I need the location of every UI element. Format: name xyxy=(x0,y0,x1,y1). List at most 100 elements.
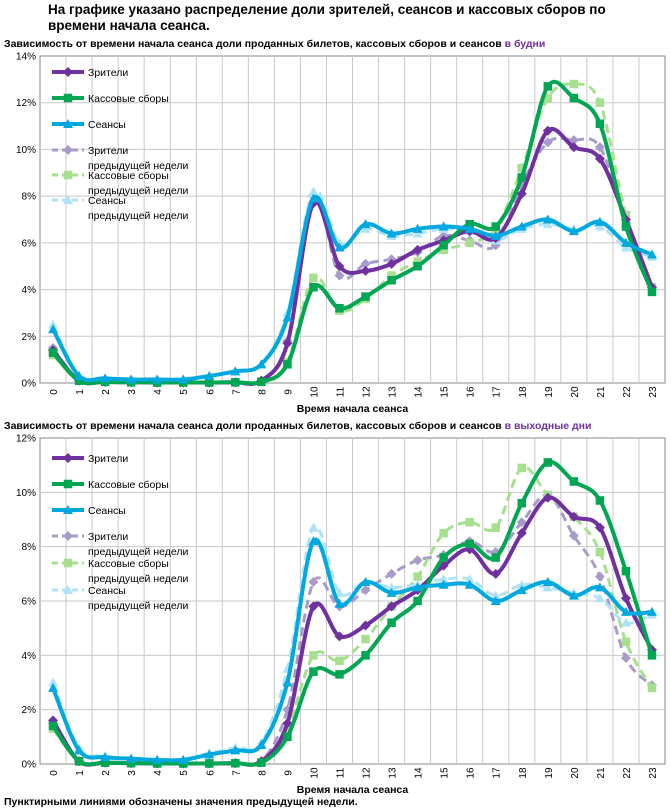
data-point xyxy=(595,547,605,557)
data-point xyxy=(334,631,345,642)
legend-item: Сеансы предыдущей недели xyxy=(52,195,188,222)
data-point xyxy=(126,374,137,384)
data-point xyxy=(647,683,657,693)
x-tick-label: 7 xyxy=(231,389,242,395)
legend-label: предыдущей недели xyxy=(88,600,188,612)
page-title: На графике указано распределение доли зр… xyxy=(48,2,606,33)
x-tick-label: 23 xyxy=(648,386,659,398)
data-point xyxy=(386,568,397,579)
data-point xyxy=(48,324,59,334)
data-point xyxy=(309,667,318,676)
legend-label: Зрители xyxy=(88,531,128,543)
legend-label: предыдущей недели xyxy=(88,573,188,585)
data-point xyxy=(543,458,553,467)
legend-label: Сеансы xyxy=(88,195,126,207)
data-point xyxy=(542,492,553,503)
data-point xyxy=(334,587,345,597)
x-tick-label: 8 xyxy=(257,770,268,776)
data-point xyxy=(620,242,631,252)
chart-title-weekdays: Зависимость от времени начала сеанса дол… xyxy=(4,38,545,50)
x-tick-label: 20 xyxy=(570,767,581,779)
data-point xyxy=(491,553,500,562)
data-point xyxy=(178,374,189,384)
x-tick-label: 16 xyxy=(466,386,477,398)
legend-swatch-marker xyxy=(63,453,73,463)
data-point xyxy=(412,555,423,566)
data-point xyxy=(230,366,241,376)
data-point xyxy=(516,188,527,199)
data-point xyxy=(594,522,605,533)
data-point xyxy=(126,753,137,763)
data-point xyxy=(569,477,579,486)
data-point xyxy=(438,221,449,231)
data-point xyxy=(360,265,371,276)
legend: Зрители Кассовые сборы Сеансы Зрители предыд… xyxy=(52,453,188,612)
data-point xyxy=(620,606,631,616)
x-tick-label: 5 xyxy=(179,770,190,776)
x-tick-label: 6 xyxy=(205,389,216,395)
data-point xyxy=(621,637,631,646)
x-tick-label: 15 xyxy=(440,386,451,398)
legend-label: Кассовые сборы xyxy=(88,479,169,491)
data-point xyxy=(542,576,553,586)
data-point xyxy=(231,378,240,387)
data-point xyxy=(412,223,423,233)
x-tick-label: 19 xyxy=(544,767,555,779)
data-point xyxy=(205,378,214,387)
data-point xyxy=(594,153,605,164)
data-point xyxy=(594,142,605,153)
legend-item: Сеансы xyxy=(52,505,126,517)
legend-label: предыдущей недели xyxy=(88,546,188,558)
data-point xyxy=(282,677,293,687)
legend-item: Кассовые сборы xyxy=(52,479,169,491)
x-tick-label: 1 xyxy=(75,770,86,776)
data-point xyxy=(360,258,371,269)
data-point xyxy=(386,582,397,592)
data-point xyxy=(334,598,345,608)
legend-swatch-marker xyxy=(63,558,73,568)
data-point xyxy=(100,373,111,383)
data-point xyxy=(438,574,449,584)
y-tick-label: 8% xyxy=(22,192,37,203)
legend-item: Сеансы xyxy=(52,119,126,131)
data-point xyxy=(465,539,474,549)
data-point xyxy=(439,240,448,250)
x-axis-label: Время начала сеанса xyxy=(297,784,409,796)
legend-swatch-marker xyxy=(63,505,73,514)
legend-label: Сеансы xyxy=(88,585,126,597)
data-point xyxy=(178,754,189,764)
y-tick-label: 10% xyxy=(16,145,36,156)
legend-swatch-marker xyxy=(63,67,73,77)
legend-label: Зрители xyxy=(88,453,128,465)
legend-swatch-marker xyxy=(63,145,73,155)
data-point xyxy=(569,93,579,103)
data-point xyxy=(308,601,319,612)
data-point xyxy=(413,261,422,271)
legend-label: предыдущей недели xyxy=(88,160,188,172)
y-tick-label: 14% xyxy=(16,52,36,63)
chart-title-weekend: Зависимость от времени начала сеанса дол… xyxy=(4,420,591,432)
data-point xyxy=(516,221,527,231)
legend-label: Зрители xyxy=(88,145,128,157)
data-point xyxy=(542,582,553,592)
x-tick-label: 7 xyxy=(231,770,242,776)
data-point xyxy=(568,590,579,600)
x-tick-label: 13 xyxy=(388,386,399,398)
legend-item: Зрители предыдущей недели xyxy=(52,145,188,172)
data-point xyxy=(309,651,318,660)
legend-item: Зрители xyxy=(52,453,128,465)
data-point xyxy=(48,677,59,687)
data-point xyxy=(620,237,631,247)
footnote: Пунктирными линиями обозначены значения … xyxy=(4,796,358,808)
data-point xyxy=(594,593,605,603)
data-point xyxy=(594,582,605,592)
data-point xyxy=(568,142,579,153)
data-point xyxy=(205,759,214,768)
x-tick-label: 9 xyxy=(283,389,294,395)
legend: Зрители Кассовые сборы Сеансы Зрители предыд… xyxy=(52,67,188,222)
data-point xyxy=(413,596,422,606)
y-tick-label: 4% xyxy=(22,285,37,296)
legend-label: Зрители xyxy=(88,67,128,79)
chart-title-accent: в выходные дни xyxy=(504,420,592,432)
data-point xyxy=(439,245,448,255)
